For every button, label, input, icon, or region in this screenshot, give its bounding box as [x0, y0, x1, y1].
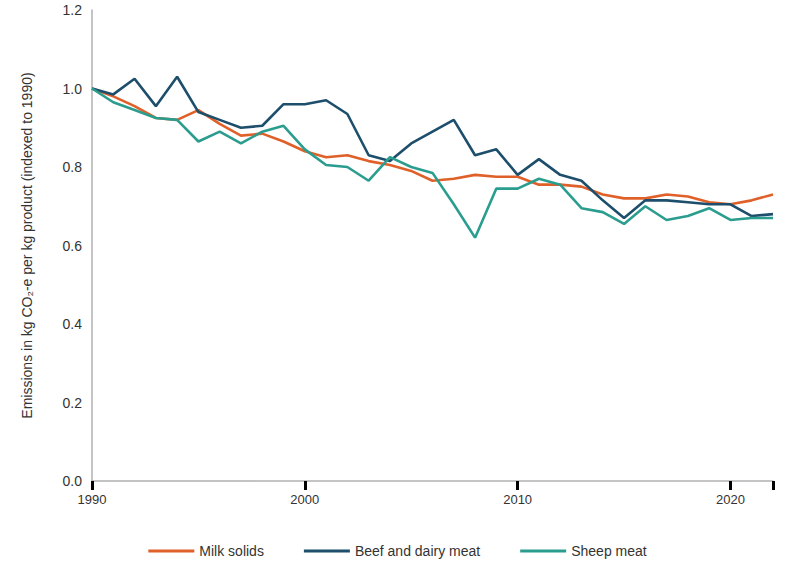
svg-text:0.8: 0.8 — [63, 159, 83, 175]
svg-text:0.6: 0.6 — [63, 238, 83, 254]
svg-text:0.2: 0.2 — [63, 395, 83, 411]
svg-text:1990: 1990 — [78, 492, 107, 507]
svg-text:Emissions in kg CO₂-e per kg p: Emissions in kg CO₂-e per kg product (in… — [19, 72, 35, 418]
svg-text:Beef and dairy meat: Beef and dairy meat — [355, 543, 480, 559]
svg-text:Milk solids: Milk solids — [199, 543, 264, 559]
svg-text:0.4: 0.4 — [63, 316, 83, 332]
svg-text:1.0: 1.0 — [63, 81, 83, 97]
svg-text:Sheep meat: Sheep meat — [571, 543, 647, 559]
svg-text:2000: 2000 — [290, 492, 319, 507]
svg-text:2010: 2010 — [503, 492, 532, 507]
svg-text:1.2: 1.2 — [63, 2, 83, 18]
svg-text:0.0: 0.0 — [63, 473, 83, 489]
svg-text:2020: 2020 — [716, 492, 745, 507]
